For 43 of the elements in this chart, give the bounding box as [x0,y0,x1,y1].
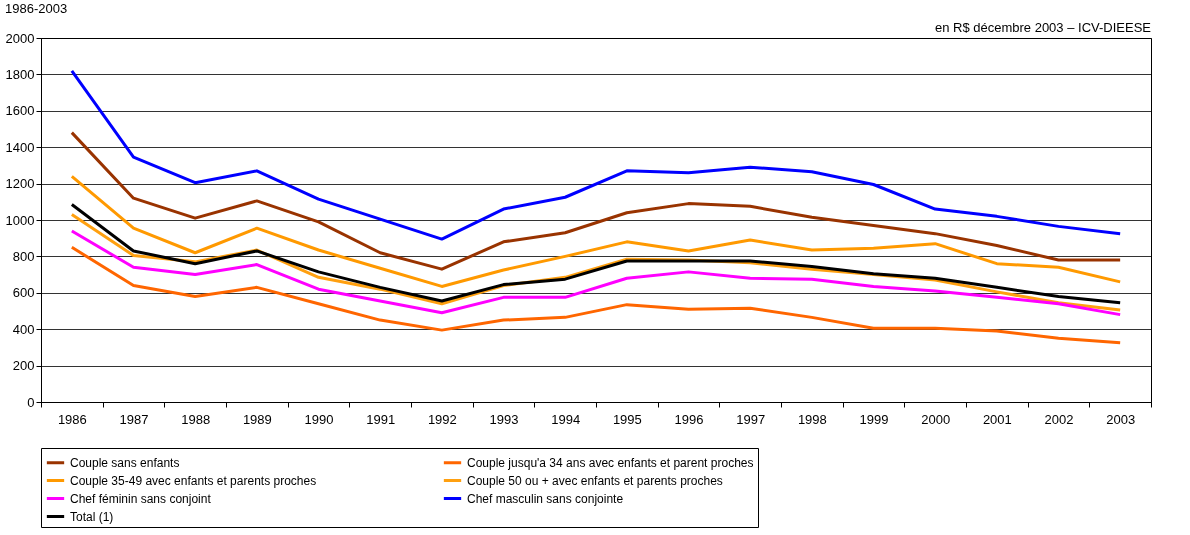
x-tick-label: 1997 [736,411,766,427]
chart-title: 1986-2003 [5,1,68,16]
x-tick-label: 2001 [982,411,1012,427]
x-tick-label: 1986 [57,411,87,427]
y-tick-label: 200 [12,358,35,374]
x-tick-label: 1993 [489,411,519,427]
x-tick-label: 1995 [612,411,642,427]
legend-label: Couple sans enfants [70,455,180,470]
x-tick-label: 2003 [1106,411,1136,427]
x-tick-label: 1988 [181,411,211,427]
y-tick-label: 2000 [5,30,35,46]
x-tick-label: 1991 [366,411,396,427]
y-tick-label: 0 [27,394,35,410]
line-series [70,69,1122,241]
x-tick-label: 2002 [1044,411,1074,427]
y-tick-label: 400 [12,321,35,337]
legend-label: Chef masculin sans conjointe [467,491,624,506]
y-tick-label: 1200 [5,176,35,192]
x-tick-label: 1990 [304,411,334,427]
legend-label: Couple 35-49 avec enfants et parents proches [70,473,317,488]
legend-label: Couple 50 ou + avec enfants et parents proches [467,473,723,488]
legend-label: Couple jusqu'a 34 ans avec enfants et parent proches [467,455,754,470]
y-tick-label: 1800 [5,66,35,82]
y-tick-label: 1000 [5,212,35,228]
line-series [70,229,1122,317]
x-tick-label: 1994 [551,411,581,427]
y-tick-label: 1400 [5,139,35,155]
y-tick-label: 600 [12,285,35,301]
legend-label: Chef féminin sans conjoint [70,491,212,506]
x-tick-label: 2000 [921,411,951,427]
text: en R$ décembre 2003 – ICV-DIEESE [934,20,1152,35]
y-tick-label: 800 [12,248,35,264]
line-series [70,131,1122,271]
line-series [70,245,1122,345]
line-series [70,174,1122,288]
y-tick-label: 1600 [5,103,35,119]
legend-label: Total (1) [70,509,114,524]
x-tick-label: 1996 [674,411,704,427]
x-tick-label: 1998 [797,411,827,427]
x-tick-label: 1999 [859,411,889,427]
x-tick-label: 1989 [242,411,272,427]
x-tick-label: 1992 [427,411,457,427]
x-tick-label: 1987 [119,411,149,427]
